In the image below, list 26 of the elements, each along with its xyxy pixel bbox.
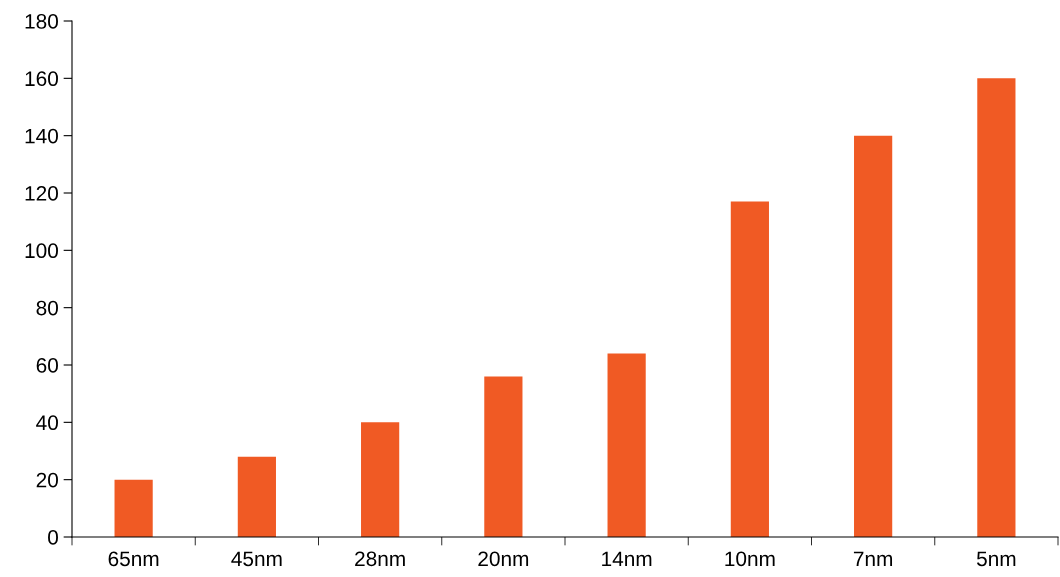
x-tick-label: 65nm [108,551,159,567]
y-tick-label: 120 [25,186,58,201]
y-tick-label: 20 [36,472,58,488]
bar [237,456,276,537]
y-tick-label: 60 [36,358,58,373]
x-tick-label: 10nm [725,551,775,567]
x-tick-label: 45nm [231,551,282,567]
bar [977,78,1016,537]
y-tick-label: 100 [25,243,58,259]
x-tick-label: 28nm [355,551,405,567]
y-tick-label: 140 [25,128,58,144]
x-tick-label: 14nm [602,551,652,566]
bar [114,479,153,537]
y-tick-label: 160 [25,71,58,87]
x-tick-label: 20nm [478,551,529,567]
bar [607,353,646,537]
y-tick-label: 80 [36,300,58,316]
bar [361,422,400,537]
y-tick-label: 180 [25,14,58,29]
y-tick-label: 0 [48,530,58,545]
bar [730,201,769,537]
bar [854,135,893,537]
x-tick-label: 7nm [853,551,893,566]
bar [484,376,523,537]
x-tick-label: 5nm [976,551,1016,567]
y-tick-label: 40 [36,415,58,431]
